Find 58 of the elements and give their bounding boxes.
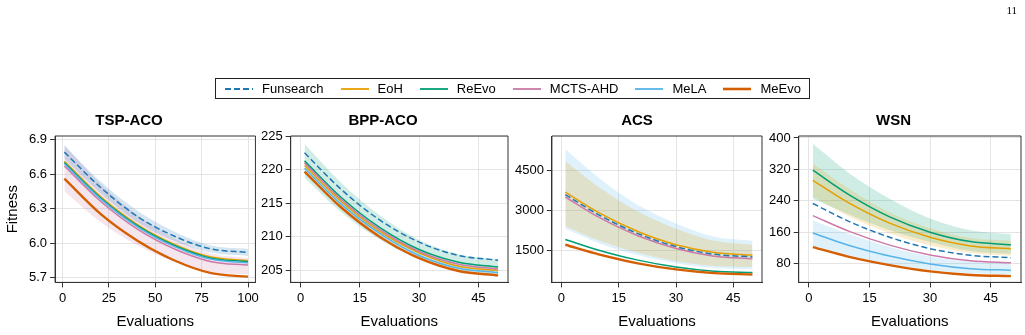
x-tick-label: 45: [471, 289, 486, 305]
y-tick-label: 4500: [515, 162, 544, 178]
x-axis-title: Evaluations: [871, 312, 949, 330]
y-tick-label: 1500: [515, 241, 544, 257]
y-tick-label: 225: [260, 127, 283, 143]
line-series: [63, 177, 250, 278]
y-tick-label: 160: [768, 223, 791, 239]
chart-title: BPP-ACO: [348, 111, 418, 129]
x-tick-label: 15: [862, 289, 877, 305]
y-tick-label: 320: [768, 160, 791, 176]
legend-label: Funsearch: [262, 81, 324, 96]
x-tick-label: 0: [557, 289, 566, 305]
x-tick-label: 15: [352, 289, 368, 305]
x-tick-label: 15: [611, 289, 626, 305]
y-tick-label: 5.7: [28, 269, 48, 285]
line-series: [811, 245, 1013, 278]
legend-label: ReEvo: [456, 81, 496, 96]
y-tick-label: 6.6: [28, 165, 48, 181]
x-axis-title: Evaluations: [116, 312, 195, 330]
y-tick-label: 6.9: [28, 131, 48, 147]
x-axis-title: Evaluations: [618, 312, 696, 330]
y-tick-label: 210: [260, 228, 283, 244]
y-axis-title: Fitness: [3, 185, 21, 234]
x-tick-label: 50: [148, 289, 163, 305]
x-tick-label: 30: [922, 289, 938, 305]
x-tick-label: 30: [668, 289, 684, 305]
y-tick-label: 205: [260, 261, 283, 277]
text: 11: [1006, 4, 1017, 16]
legend-label: MeEvo: [760, 81, 801, 96]
chart-title: ACS: [621, 111, 653, 129]
chart-title: WSN: [876, 111, 911, 129]
x-tick-label: 0: [296, 289, 305, 305]
x-tick-label: 30: [411, 289, 427, 305]
x-tick-label: 75: [194, 289, 209, 305]
y-tick-label: 220: [260, 161, 283, 177]
y-tick-label: 6.3: [28, 200, 48, 216]
y-tick-label: 3000: [515, 201, 544, 217]
legend-label: MeLA: [672, 81, 707, 96]
line-series: [812, 179, 1012, 250]
x-tick-label: 100: [237, 289, 259, 305]
line-series: [812, 202, 1012, 259]
x-tick-label: 45: [726, 289, 741, 305]
x-tick-label: 0: [58, 289, 67, 305]
y-tick-label: 80: [776, 255, 791, 271]
x-tick-label: 25: [101, 289, 117, 305]
y-tick-label: 6.0: [28, 234, 48, 250]
chart-title: TSP-ACO: [95, 111, 164, 129]
legend-label: EoH: [377, 81, 403, 96]
line-series: [812, 214, 1012, 264]
line-series: [812, 169, 1012, 246]
x-tick-label: 0: [805, 289, 813, 305]
x-tick-label: 45: [983, 289, 998, 305]
line-series: [812, 232, 1012, 271]
y-tick-label: 240: [768, 192, 791, 208]
x-axis-title: Evaluations: [360, 312, 439, 330]
y-tick-label: 215: [260, 194, 283, 210]
y-tick-label: 400: [768, 129, 791, 145]
legend-label: MCTS-AHD: [549, 81, 619, 96]
